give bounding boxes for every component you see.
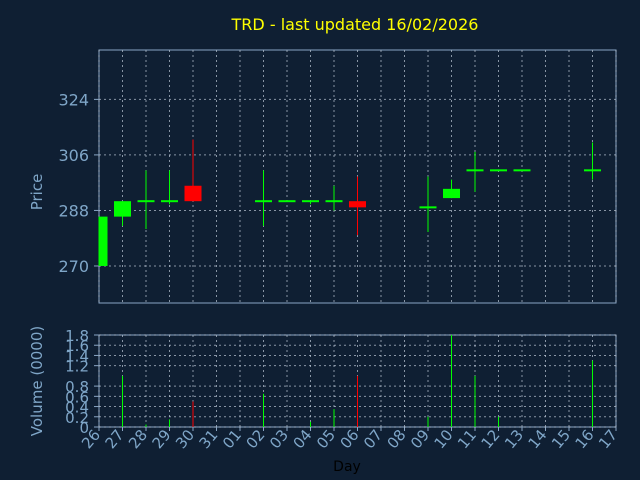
x-tick-label: 08 bbox=[384, 426, 410, 452]
x-tick-label: 10 bbox=[431, 426, 457, 452]
x-tick-label: 13 bbox=[501, 426, 527, 452]
x-tick-label: 12 bbox=[478, 426, 504, 452]
candle-body bbox=[325, 200, 343, 203]
x-tick-label: 16 bbox=[572, 426, 598, 452]
x-tick-label: 03 bbox=[266, 426, 292, 452]
volume-tick-label: 1.4 bbox=[65, 347, 89, 365]
candle-body bbox=[490, 169, 507, 172]
x-tick-label: 04 bbox=[290, 426, 316, 452]
price-tick-label: 324 bbox=[58, 90, 89, 109]
price-tick-label: 306 bbox=[58, 146, 89, 165]
volume-tick-label: 0.2 bbox=[65, 409, 89, 427]
candle bbox=[302, 200, 319, 205]
x-tick-label: 15 bbox=[548, 426, 574, 452]
candle bbox=[137, 170, 155, 229]
candle bbox=[325, 185, 343, 211]
x-tick-label: 29 bbox=[149, 426, 175, 452]
candle bbox=[349, 176, 366, 236]
candle-body bbox=[255, 200, 272, 203]
volume-tick-label: 0.8 bbox=[65, 378, 89, 396]
candle-body bbox=[137, 200, 155, 203]
price-tick-label: 270 bbox=[58, 257, 89, 276]
candle-body bbox=[419, 206, 437, 209]
candle bbox=[161, 170, 178, 205]
volume-tick-label: 0.6 bbox=[65, 388, 89, 406]
x-tick-label: 28 bbox=[125, 426, 151, 452]
candle bbox=[255, 170, 272, 226]
x-tick-label: 30 bbox=[172, 426, 198, 452]
x-tick-label: 17 bbox=[595, 426, 621, 452]
candle-body bbox=[443, 188, 460, 199]
candle-body bbox=[584, 169, 601, 172]
candle-body bbox=[161, 200, 178, 203]
x-tick-label: 05 bbox=[313, 426, 339, 452]
candle-body bbox=[466, 169, 484, 172]
candle-body bbox=[349, 201, 366, 208]
price-tick-label: 288 bbox=[58, 201, 89, 220]
candle bbox=[466, 151, 484, 192]
volume-tick-label: 0 bbox=[79, 419, 89, 437]
volume-tick-label: 0.4 bbox=[65, 399, 89, 417]
candle-body bbox=[302, 200, 319, 203]
x-tick-label: 31 bbox=[196, 426, 222, 452]
candle bbox=[114, 201, 131, 226]
volume-axis-label: Volume (0000) bbox=[28, 326, 46, 436]
candle-body bbox=[278, 200, 296, 203]
x-tick-label: 02 bbox=[243, 426, 269, 452]
x-tick-label: 01 bbox=[219, 426, 245, 452]
x-tick-label: 06 bbox=[337, 426, 363, 452]
candle-body bbox=[114, 201, 131, 217]
candle bbox=[419, 176, 437, 233]
price-panel: 270 288 306 324 bbox=[58, 49, 617, 304]
candle bbox=[513, 169, 531, 172]
x-tick-label: 14 bbox=[525, 426, 551, 452]
x-axis-label: Day bbox=[333, 459, 361, 475]
candle bbox=[98, 216, 108, 266]
candle bbox=[490, 169, 507, 172]
candle bbox=[278, 200, 296, 203]
volume-tick-label: 1.2 bbox=[65, 358, 89, 376]
x-tick-label: 11 bbox=[454, 426, 480, 452]
candle bbox=[184, 139, 202, 202]
candle-body bbox=[99, 216, 108, 266]
volume-tick-label: 1.6 bbox=[65, 337, 89, 355]
x-tick-label: 07 bbox=[360, 426, 386, 452]
candle-body bbox=[513, 169, 531, 172]
x-tick-label: 27 bbox=[102, 426, 128, 452]
price-axis-label: Price bbox=[28, 174, 46, 211]
x-tick-label: 09 bbox=[407, 426, 433, 452]
candle-body bbox=[184, 185, 202, 202]
candle bbox=[443, 179, 460, 199]
chart-title: TRD - last updated 16/02/2026 bbox=[231, 15, 479, 34]
volume-panel: 2627282930310102030405060708091011121314… bbox=[65, 327, 621, 452]
candle bbox=[584, 142, 601, 180]
volume-tick-label: 1.8 bbox=[65, 327, 89, 345]
